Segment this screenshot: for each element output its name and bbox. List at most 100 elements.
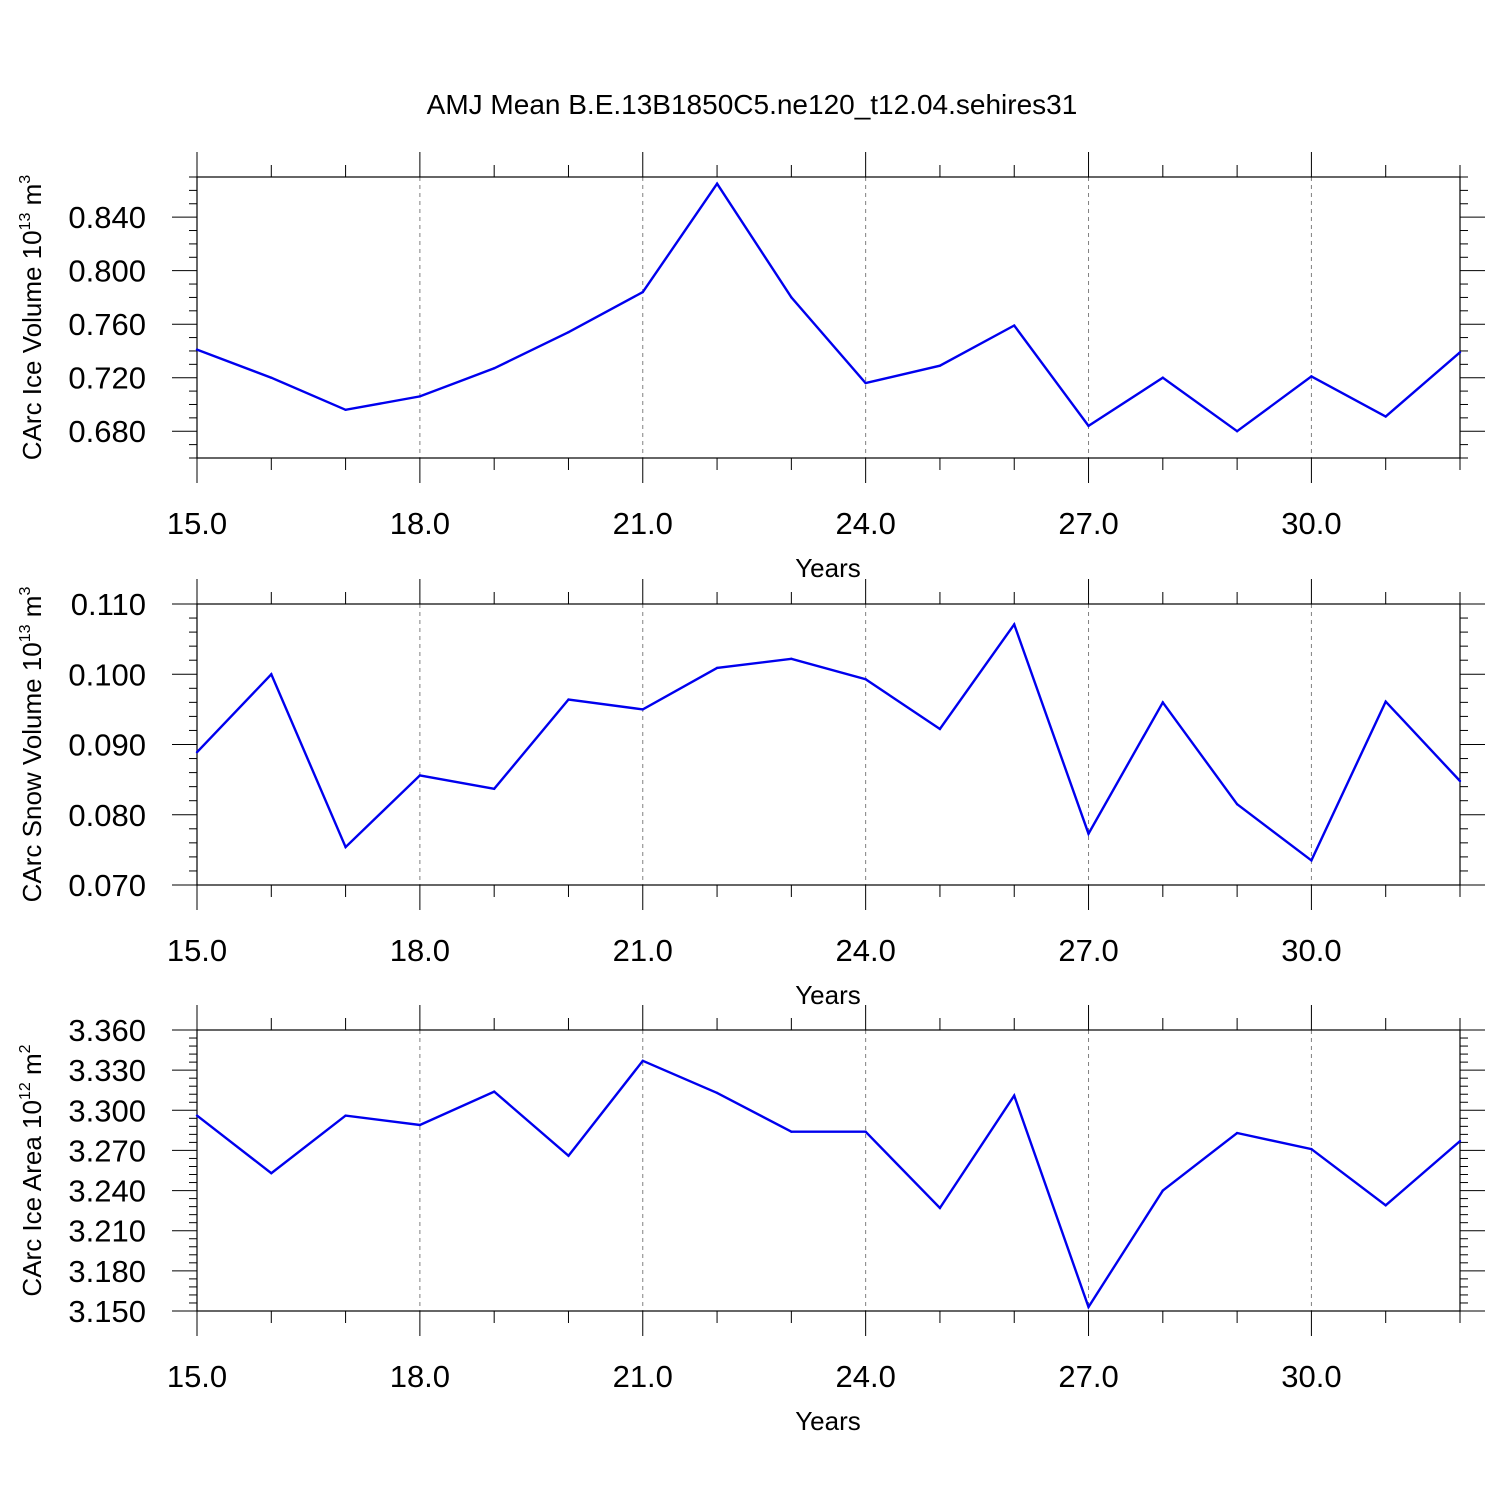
data-point [1087, 832, 1090, 835]
data-point [1458, 779, 1462, 783]
panel-2: 15.0 18.0 21.0 24.0 27.0 30.0 Years 0.070 0.080 0… [17, 579, 1485, 1010]
x-tick-label: 24.0 [835, 933, 895, 968]
data-point [195, 751, 199, 754]
y-axis-label-exponent: 12 [17, 1082, 34, 1100]
data-point [270, 376, 273, 379]
data-point [1384, 700, 1387, 703]
x-tick-label: 21.0 [613, 933, 673, 968]
y-tick-label: 3.150 [68, 1294, 146, 1329]
y-axis-label-unit-exponent: 2 [17, 1044, 34, 1053]
x-axis-label: Years [795, 980, 861, 1010]
x-tick-label: 30.0 [1281, 933, 1341, 968]
x-axis-label: Years [795, 553, 861, 583]
data-point [1087, 1305, 1090, 1309]
y-axis-label-unit-exponent: 3 [17, 587, 34, 596]
x-tick-label: 21.0 [613, 1359, 673, 1394]
data-point [567, 1154, 570, 1157]
y-axis-label-unit: m [17, 1053, 47, 1082]
data-point [1161, 1189, 1165, 1192]
y-tick-label: 0.760 [68, 307, 146, 342]
x-tick-label: 18.0 [390, 1359, 450, 1394]
y-axis-label-exponent: 13 [17, 624, 34, 642]
data-point [790, 1130, 793, 1133]
y-tick-label: 0.080 [68, 798, 146, 833]
data-point [1161, 701, 1165, 704]
data-point [1384, 415, 1387, 418]
x-tick-label: 24.0 [835, 506, 895, 541]
data-point [344, 845, 347, 849]
data-point [864, 381, 867, 385]
data-point [790, 657, 793, 660]
x-tick-label: 27.0 [1058, 1359, 1118, 1394]
data-point [492, 367, 496, 370]
y-tick-label: 3.210 [68, 1214, 146, 1249]
x-tick-label: 24.0 [835, 1359, 895, 1394]
y-tick-label: 3.240 [68, 1174, 146, 1209]
y-tick-label: 0.680 [68, 414, 146, 449]
panels: 15.0 18.0 21.0 24.0 27.0 30.0 Years 0.680 0.720 0… [17, 152, 1485, 1436]
data-point [567, 331, 570, 334]
panel-1: 15.0 18.0 21.0 24.0 27.0 30.0 Years 0.680 0.720 0… [17, 152, 1485, 583]
data-point [492, 787, 496, 790]
x-tick-label: 18.0 [390, 506, 450, 541]
x-tick-label: 30.0 [1281, 1359, 1341, 1394]
data-point [864, 677, 867, 681]
panel-3: 15.0 18.0 21.0 24.0 27.0 30.0 Years 3.150 3.180 3… [17, 1005, 1485, 1436]
figure-title: AMJ Mean B.E.13B1850C5.ne120_t12.04.sehi… [427, 89, 1078, 120]
data-point [864, 1130, 867, 1133]
x-tick-label: 18.0 [390, 933, 450, 968]
data-point [492, 1090, 496, 1093]
data-point [1013, 1094, 1016, 1097]
data-point [418, 774, 422, 777]
data-point [270, 1171, 273, 1175]
y-axis-label-unit: m [17, 596, 47, 625]
series-line [196, 181, 1461, 433]
y-tick-label: 0.800 [68, 254, 146, 289]
x-tick-label: 27.0 [1058, 506, 1118, 541]
data-point [195, 348, 199, 351]
y-tick-label: 3.330 [68, 1053, 146, 1088]
data-point [1013, 623, 1016, 626]
data-point [1310, 375, 1313, 378]
y-axis-label: CArc Snow Volume 1013 m3 [17, 587, 47, 903]
data-point [195, 1114, 199, 1117]
x-tick-label: 30.0 [1281, 506, 1341, 541]
y-tick-label: 0.090 [68, 728, 146, 763]
y-tick-label: 0.100 [68, 657, 146, 692]
y-axis-label-text: CArc Ice Area 10 [17, 1100, 47, 1297]
series-line [196, 621, 1461, 863]
plot-frame [196, 603, 1461, 886]
data-point [1310, 1147, 1313, 1151]
data-point [1384, 1204, 1387, 1207]
y-axis-label-text: CArc Ice Volume 10 [17, 230, 47, 460]
y-tick-label: 0.070 [68, 868, 146, 903]
y-axis-label-unit: m [17, 184, 47, 213]
x-tick-label: 15.0 [167, 506, 227, 541]
data-point [1235, 1131, 1239, 1135]
data-point [641, 1059, 644, 1062]
y-axis-label-unit-exponent: 3 [17, 175, 34, 184]
data-point [1310, 859, 1313, 862]
data-point [938, 364, 942, 367]
data-point [938, 1206, 942, 1210]
data-point [641, 708, 644, 711]
data-point [715, 182, 719, 185]
y-axis-label-exponent: 13 [17, 213, 34, 231]
series-line [196, 1059, 1461, 1310]
x-tick-label: 27.0 [1058, 933, 1118, 968]
y-tick-label: 3.270 [68, 1133, 146, 1168]
x-tick-label: 15.0 [167, 1359, 227, 1394]
data-point [418, 1123, 422, 1127]
data-point [344, 408, 347, 412]
data-point [1458, 351, 1462, 354]
data-point [1013, 324, 1016, 327]
y-tick-label: 0.110 [71, 587, 146, 622]
y-tick-label: 3.300 [68, 1093, 146, 1128]
data-point [715, 666, 719, 670]
data-point [641, 290, 644, 294]
data-point [1235, 803, 1239, 806]
data-point [344, 1114, 347, 1117]
data-point [715, 1091, 719, 1095]
y-tick-label: 0.840 [68, 200, 146, 235]
